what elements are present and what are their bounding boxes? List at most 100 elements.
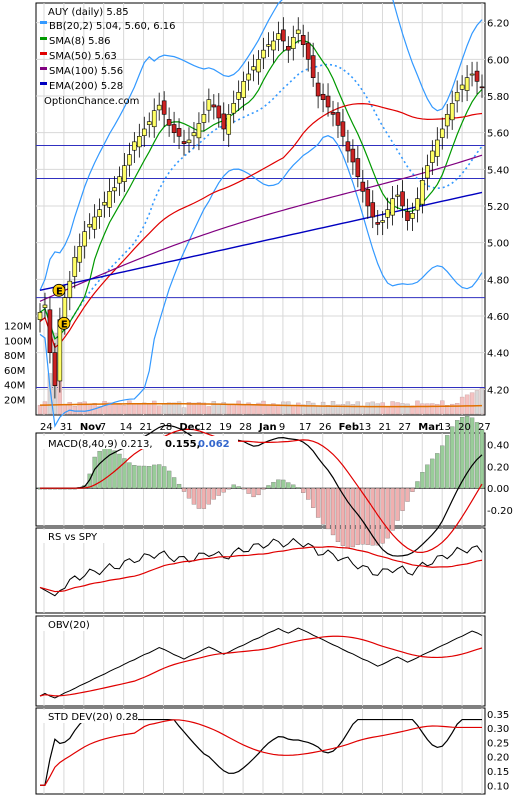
candle-body	[300, 35, 306, 45]
candle-body	[405, 211, 410, 221]
rs-panel-frame	[35, 527, 486, 614]
rs-average-line	[39, 546, 483, 593]
stddev-tick-label: 0.20	[487, 753, 509, 764]
x-tick-label: 26	[319, 422, 332, 433]
volume-bar	[102, 401, 107, 415]
rs-label-bg	[38, 530, 108, 543]
price-tick-label: 4.80	[487, 275, 509, 286]
volume-bar	[395, 402, 400, 415]
legend-sma8: SMA(8) 5.86	[49, 36, 110, 47]
volume-bar	[375, 403, 380, 415]
macd-histogram-bar	[340, 488, 346, 546]
candle-body	[305, 42, 311, 60]
macd-histogram-bar	[162, 466, 167, 489]
candle-body	[77, 246, 83, 263]
x-tick-label: 28	[239, 422, 252, 433]
legend-swatch-sma8	[40, 37, 47, 40]
legend-ema200: EMA(200) 5.28	[49, 81, 123, 92]
macd-histogram-bar	[474, 422, 480, 489]
macd-histogram-bar	[400, 488, 405, 511]
macd-histogram-bar	[380, 488, 385, 544]
candle-body	[330, 112, 336, 115]
candle-body	[97, 209, 102, 217]
macd-histogram-bar	[276, 479, 281, 489]
x-tick-label: 21	[378, 422, 391, 433]
volume-bar	[156, 405, 162, 415]
volume-bar	[296, 402, 301, 415]
x-tick-label: 13	[359, 422, 372, 433]
volume-bar	[479, 388, 485, 415]
macd-histogram-bar	[375, 488, 380, 546]
macd-histogram-bar	[147, 466, 152, 489]
event-marker	[52, 283, 66, 297]
macd-histogram-bar	[435, 453, 440, 489]
volume-bar	[112, 403, 117, 415]
volume-bar	[291, 405, 296, 415]
candle-body	[112, 187, 117, 192]
candle-body	[464, 77, 470, 91]
macd-histogram-bar	[186, 488, 192, 499]
volume-bar	[67, 402, 72, 415]
obv-average-line	[39, 635, 483, 697]
candle-body	[310, 55, 316, 78]
volume-bar	[171, 402, 177, 415]
sma100-line	[39, 154, 483, 302]
macd-histogram-bar	[226, 488, 231, 490]
candle-body	[87, 224, 92, 228]
candle-body	[141, 128, 147, 136]
candle-body	[122, 165, 127, 182]
volume-bar	[236, 400, 241, 415]
stddev-average-line	[40, 719, 482, 786]
candle-body	[415, 198, 420, 211]
x-tick-label: 27	[478, 422, 491, 433]
candle-body	[146, 121, 152, 125]
volume-bar	[385, 406, 390, 415]
volume-bar	[330, 401, 336, 415]
candle-body	[444, 114, 450, 127]
volume-bar	[310, 402, 316, 415]
candle-body	[340, 121, 346, 137]
candle-body	[454, 92, 460, 102]
macd-tick-label: 0.40	[487, 441, 509, 452]
candle-body	[102, 202, 107, 206]
candle-body	[37, 312, 43, 320]
macd-histogram-bar	[196, 488, 202, 509]
x-tick-label: 7	[100, 422, 106, 433]
macd-histogram-bar	[127, 462, 132, 489]
candle-body	[241, 81, 246, 98]
macd-histogram-bar	[335, 488, 341, 543]
rs-label: RS vs SPY	[48, 532, 98, 543]
macd-histogram-bar	[246, 488, 251, 494]
volume-bar	[266, 405, 271, 415]
candle-body	[127, 154, 132, 166]
volume-bar	[360, 406, 366, 415]
volume-tick-label: 100M	[4, 336, 32, 347]
price-tick-label: 5.60	[487, 129, 509, 140]
macd-histogram-bar	[157, 464, 162, 489]
volume-bar	[380, 402, 385, 415]
volume-bar	[211, 401, 217, 415]
x-tick-label: 28	[159, 422, 172, 433]
macd-hist-label: 0.062	[198, 439, 230, 450]
candle-body	[156, 104, 162, 111]
macd-histogram-bar	[236, 486, 241, 489]
macd-histogram-bar	[459, 416, 465, 489]
macd-histogram-bar	[137, 465, 142, 489]
macd-label-bg	[38, 436, 238, 449]
volume-bar	[181, 407, 187, 415]
macd-histogram-bar	[216, 488, 221, 496]
volume-bar	[117, 403, 122, 415]
macd-histogram-bar	[405, 488, 410, 502]
volume-bar	[147, 403, 152, 415]
candle-body	[47, 309, 53, 353]
volume-average-line	[39, 402, 483, 408]
volume-bar	[132, 403, 137, 415]
volume-bar	[400, 403, 405, 415]
price-tick-label: 6.00	[487, 55, 509, 66]
macd-histogram-bar	[440, 445, 445, 489]
macd-tick-label: 0.00	[487, 484, 509, 495]
candle-body	[365, 189, 371, 207]
volume-bar	[320, 401, 326, 415]
x-tick-label: Nov	[80, 422, 102, 433]
macd-histogram-bar	[430, 458, 435, 489]
